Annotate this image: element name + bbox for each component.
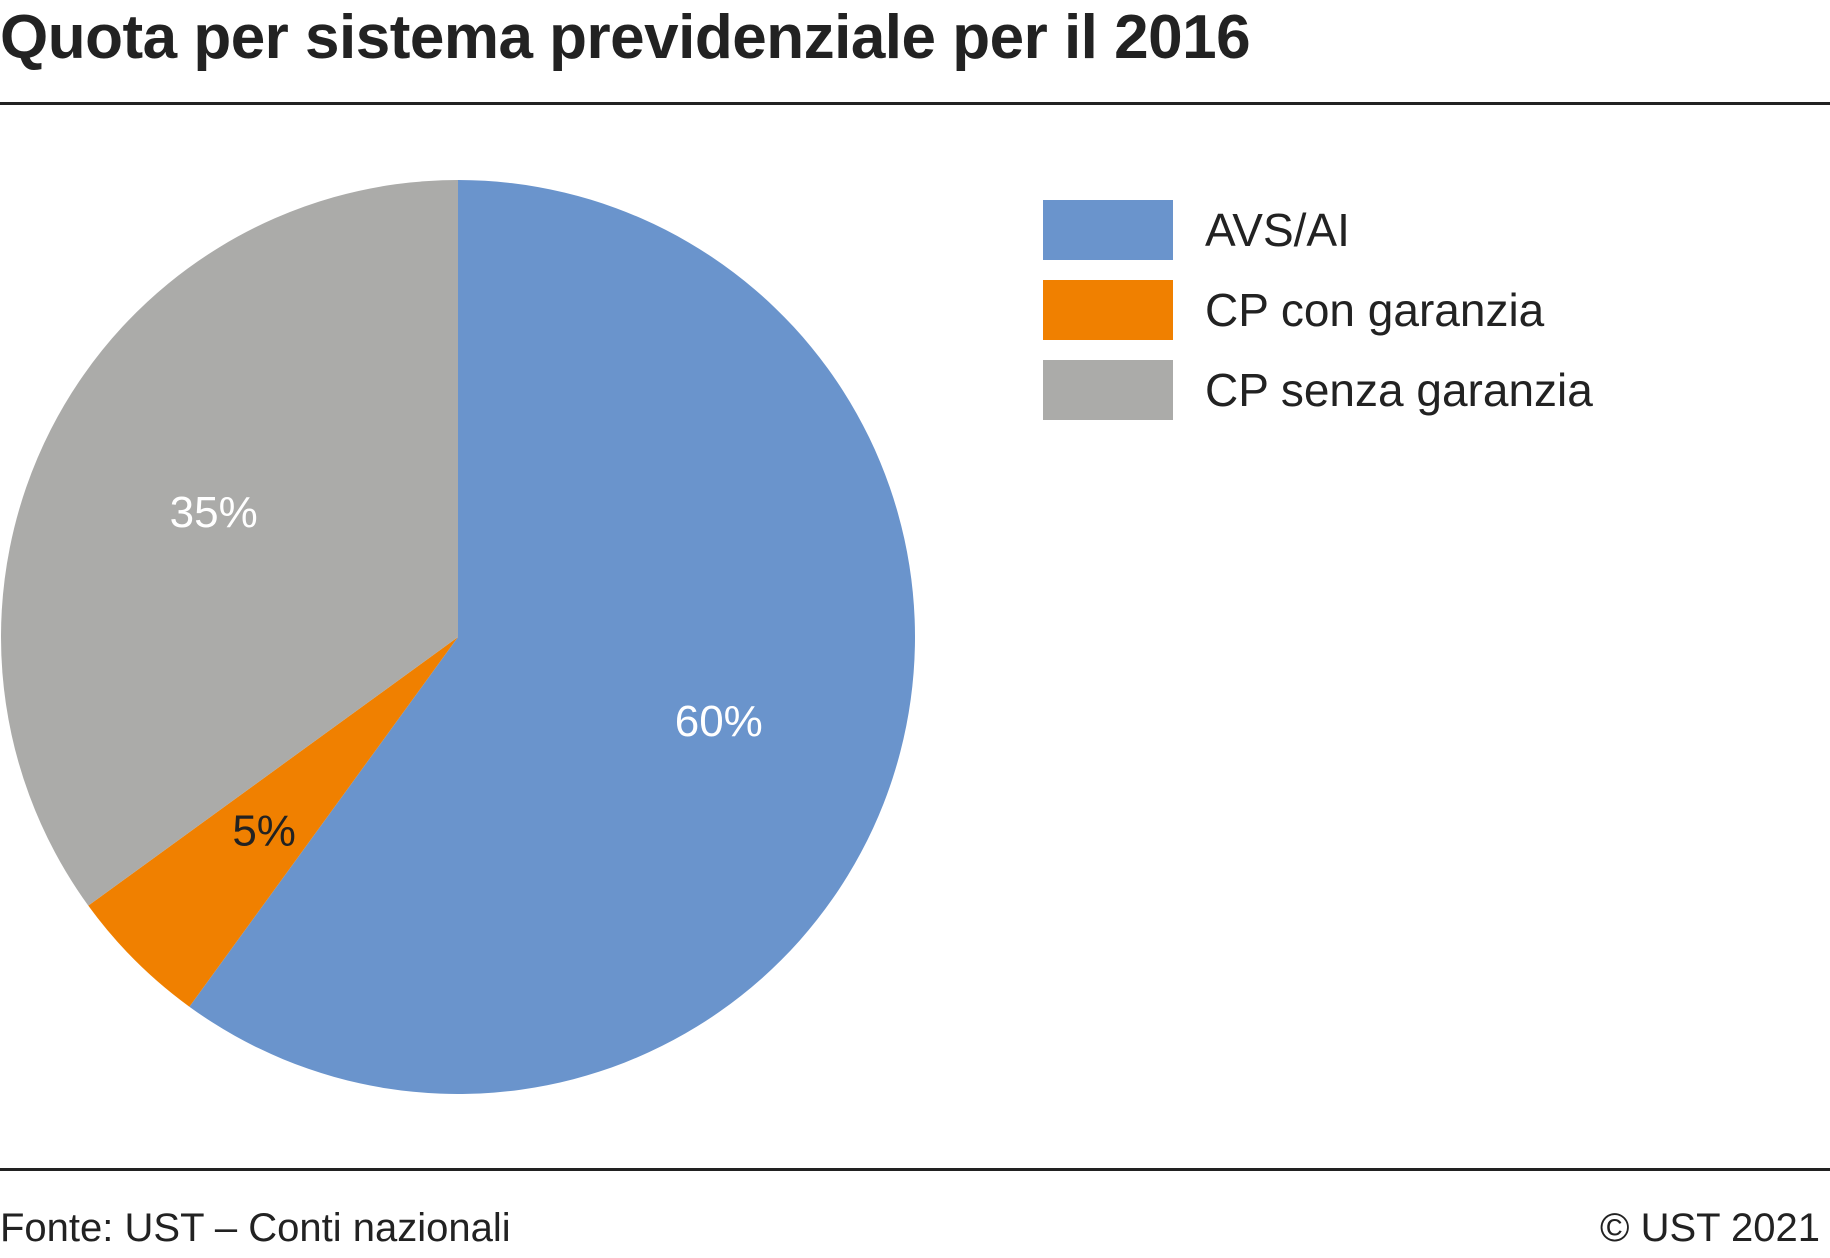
- legend-label-cp-con-garanzia: CP con garanzia: [1205, 284, 1545, 336]
- pie-chart: 60% 5% 35%: [0, 180, 915, 1094]
- chart-title: Quota per sistema previdenziale per il 2…: [0, 3, 1251, 72]
- pie-slice-cp-senza-garanzia: [0, 180, 458, 906]
- slice-label-cp-con-garanzia: 5%: [232, 806, 296, 855]
- legend-label-avs-ai: AVS/AI: [1205, 204, 1350, 256]
- legend-swatch-avs-ai: [1043, 200, 1173, 260]
- pie-slice-cp-con-garanzia: [88, 637, 458, 1007]
- footer-divider: [0, 1168, 1830, 1171]
- legend-swatch-cp-senza-garanzia: [1043, 360, 1173, 420]
- slice-label-cp-senza-garanzia: 35%: [170, 488, 258, 537]
- pie-slice-avs-ai: [189, 180, 915, 1094]
- slice-label-avs-ai: 60%: [675, 697, 763, 746]
- title-divider: [0, 102, 1830, 105]
- copyright-note: © UST 2021: [1600, 1206, 1820, 1250]
- legend-swatch-cp-con-garanzia: [1043, 280, 1173, 340]
- legend-label-cp-senza-garanzia: CP senza garanzia: [1205, 364, 1593, 416]
- source-note: Fonte: UST – Conti nazionali: [0, 1206, 511, 1250]
